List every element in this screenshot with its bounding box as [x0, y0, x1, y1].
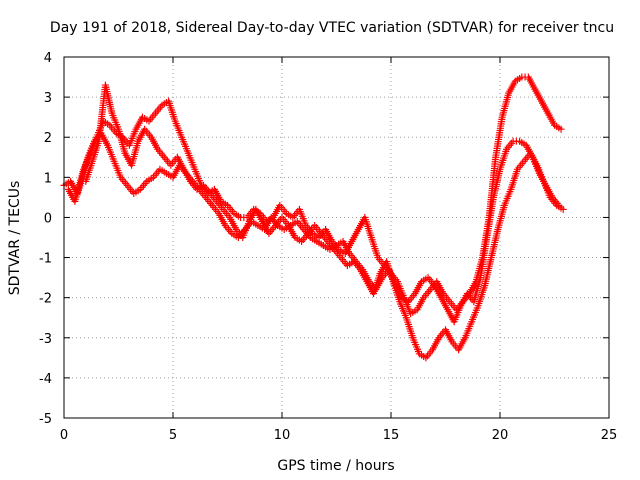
x-tick-label: 5: [169, 428, 177, 443]
data-point: [557, 125, 565, 133]
x-tick-label: 15: [383, 428, 400, 443]
y-tick-label: 2: [44, 131, 52, 146]
y-tick-label: 4: [44, 51, 52, 66]
x-axis-label: GPS time / hours: [277, 458, 394, 474]
plot-frame: [63, 56, 610, 419]
y-tick-label: -3: [39, 332, 52, 347]
x-tick-label: 10: [274, 428, 291, 443]
x-tick-label: 20: [492, 428, 509, 443]
y-tick-label: 3: [44, 91, 52, 106]
data-markers: [60, 73, 567, 362]
y-tick-label: -5: [39, 412, 52, 427]
series-3: [82, 81, 567, 362]
y-tick-label: -2: [39, 292, 52, 307]
y-tick-label: 0: [44, 211, 52, 226]
y-tick-label: 1: [44, 171, 52, 186]
x-tick-label: 0: [60, 428, 68, 443]
y-tick-label: -1: [39, 252, 52, 267]
y-tick-label: -4: [39, 372, 52, 387]
x-tick-label: 25: [601, 428, 618, 443]
grid: [64, 57, 609, 418]
chart-title: Day 191 of 2018, Sidereal Day-to-day VTE…: [50, 20, 614, 36]
data-point: [559, 205, 567, 213]
y-axis-label: SDTVAR / TECUs: [7, 181, 23, 296]
